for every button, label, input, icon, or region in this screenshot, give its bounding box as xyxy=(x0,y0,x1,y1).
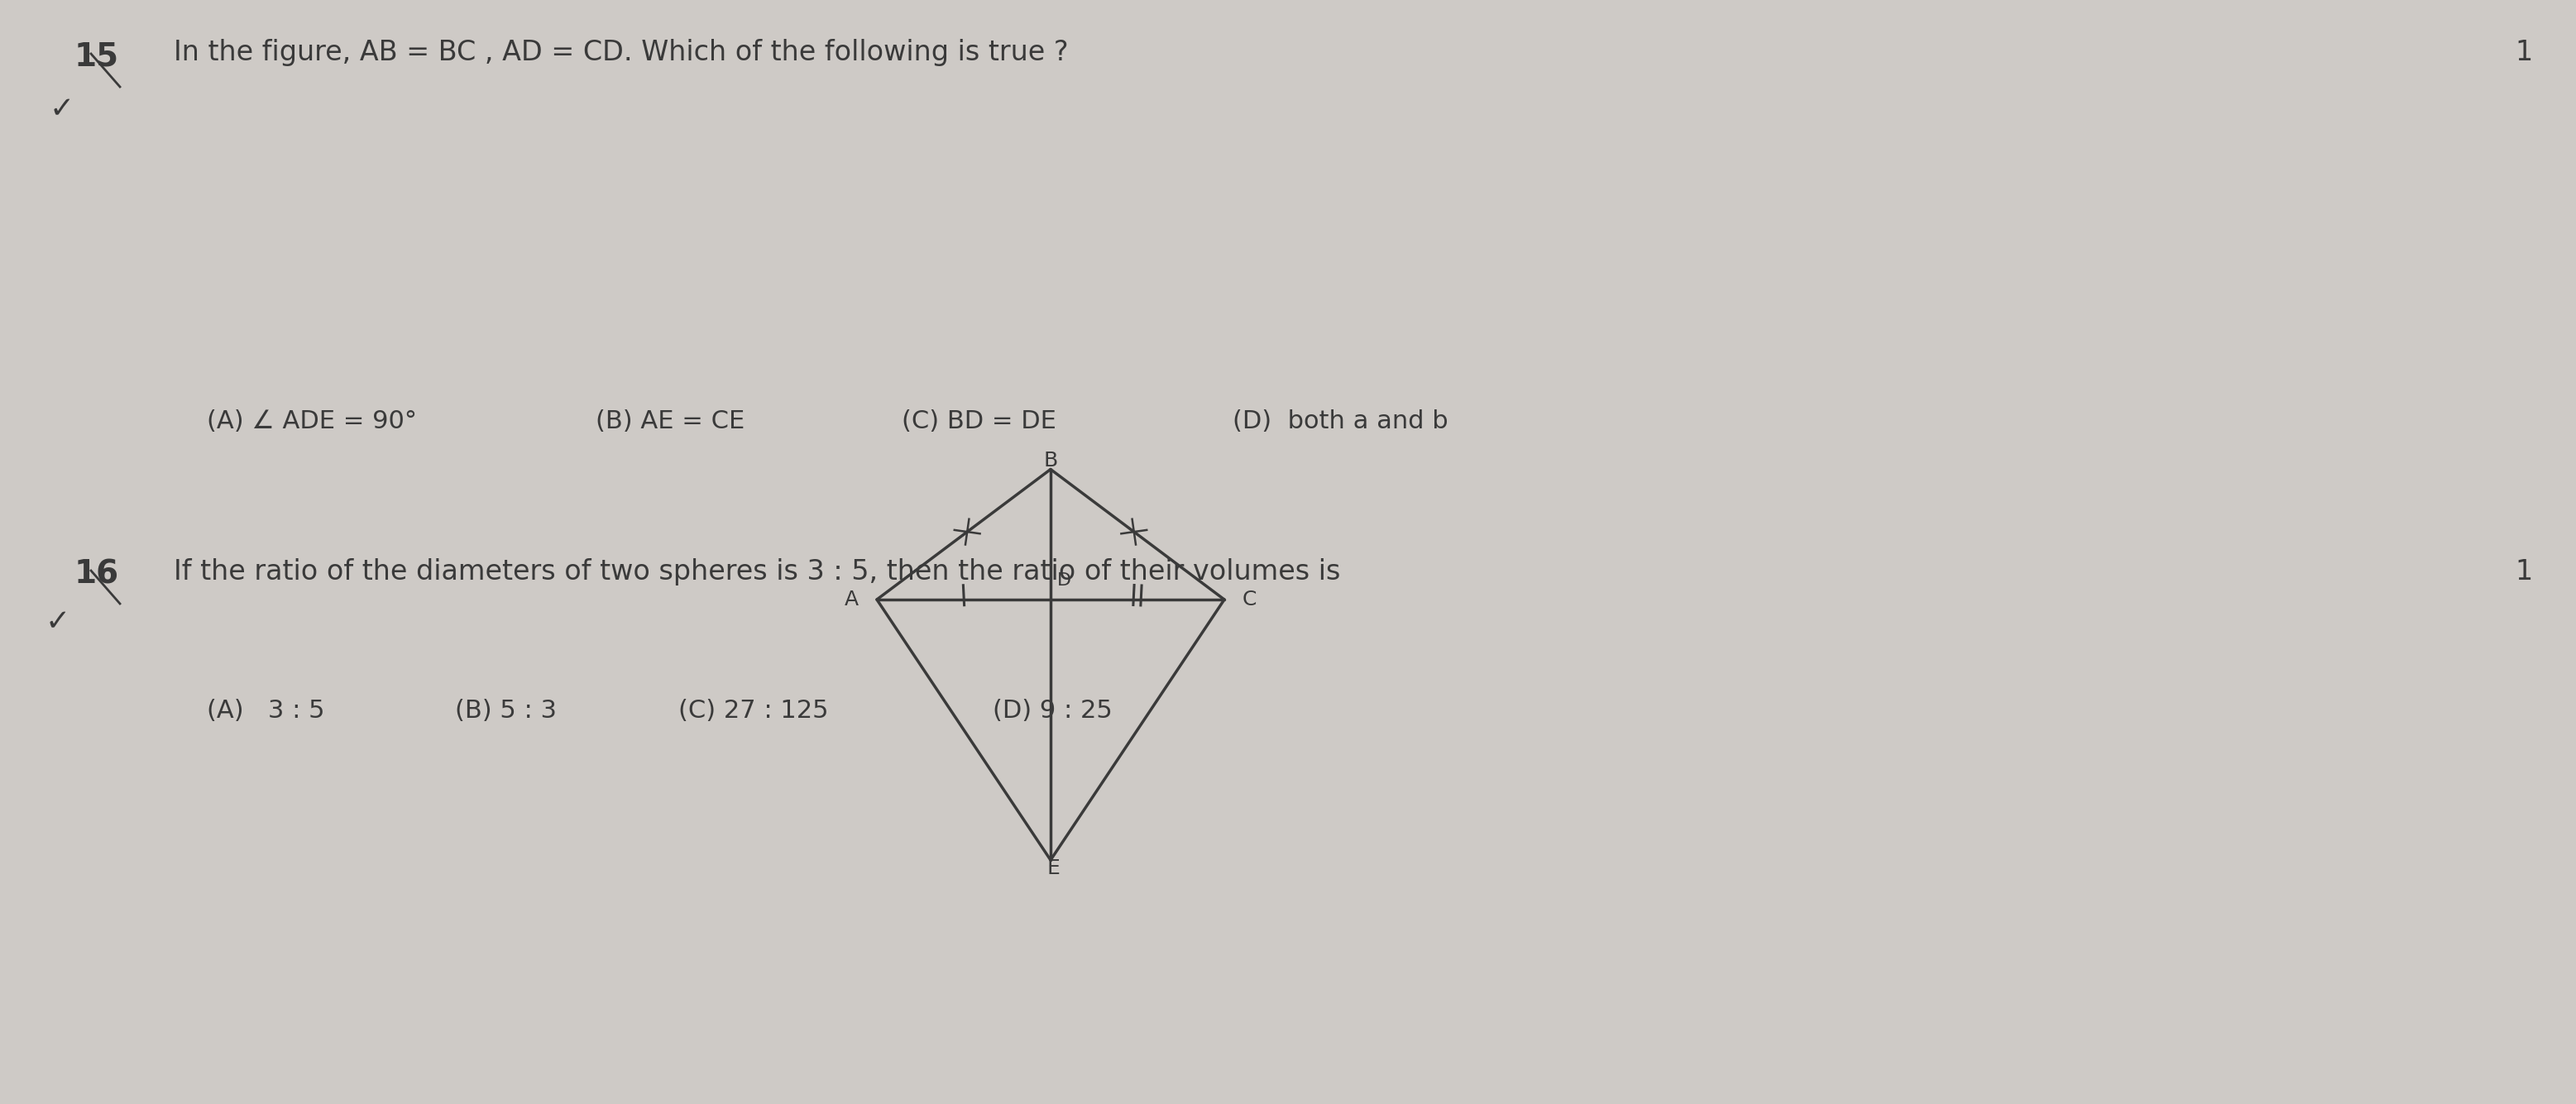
Text: ✓: ✓ xyxy=(49,95,75,124)
Text: (D)  both a and b: (D) both a and b xyxy=(1231,410,1448,434)
Text: 1: 1 xyxy=(2514,39,2532,66)
Text: E: E xyxy=(1046,859,1059,879)
Text: (D) 9 : 25: (D) 9 : 25 xyxy=(992,699,1113,723)
Text: If the ratio of the diameters of two spheres is 3 : 5, then the ratio of their v: If the ratio of the diameters of two sph… xyxy=(173,559,1340,585)
Text: (C) BD = DE: (C) BD = DE xyxy=(902,410,1056,434)
Text: (B) AE = CE: (B) AE = CE xyxy=(595,410,744,434)
Text: (C) 27 : 125: (C) 27 : 125 xyxy=(677,699,829,723)
Text: (A) ∠ ADE = 90°: (A) ∠ ADE = 90° xyxy=(206,410,417,434)
Text: C: C xyxy=(1242,590,1257,609)
Text: 15: 15 xyxy=(75,41,118,73)
Text: In the figure, AB = BC , AD = CD. Which of the following is true ?: In the figure, AB = BC , AD = CD. Which … xyxy=(173,39,1069,66)
Text: A: A xyxy=(845,590,858,609)
Text: (A)   3 : 5: (A) 3 : 5 xyxy=(206,699,325,723)
Text: 16: 16 xyxy=(75,559,118,590)
Text: 1: 1 xyxy=(2514,559,2532,585)
Text: (B) 5 : 3: (B) 5 : 3 xyxy=(456,699,556,723)
Text: B: B xyxy=(1043,452,1059,471)
Text: D: D xyxy=(1056,573,1072,590)
Text: ✓: ✓ xyxy=(46,608,70,636)
